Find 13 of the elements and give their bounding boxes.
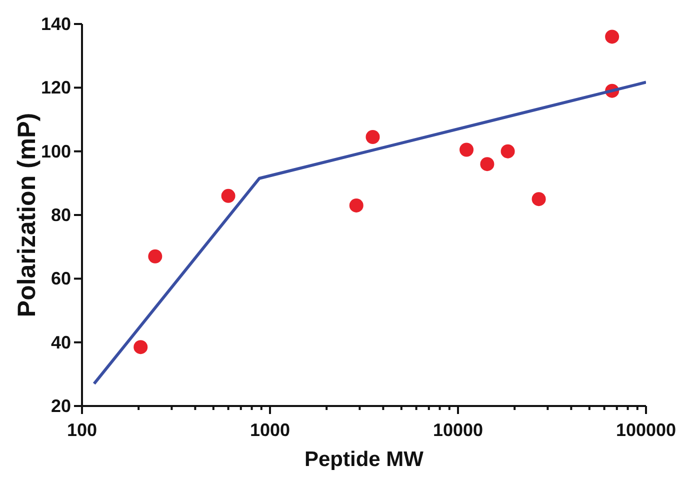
y-tick-label: 100 (40, 141, 71, 162)
y-tick-label: 60 (50, 268, 71, 289)
y-tick-label: 40 (50, 332, 71, 352)
y-axis-title: Polarization (mP) (12, 112, 41, 318)
x-tick-label: 1000 (250, 420, 290, 440)
x-tick-label: 100000 (616, 420, 676, 440)
x-tick-label: 10000 (432, 420, 484, 440)
y-tick-label: 20 (50, 396, 71, 416)
x-axis-title: Peptide MW (304, 448, 424, 471)
y-tick-label: 80 (50, 205, 71, 225)
y-tick-label: 120 (40, 78, 71, 98)
y-tick-label: 140 (40, 14, 71, 34)
x-tick-label: 100 (66, 420, 98, 440)
